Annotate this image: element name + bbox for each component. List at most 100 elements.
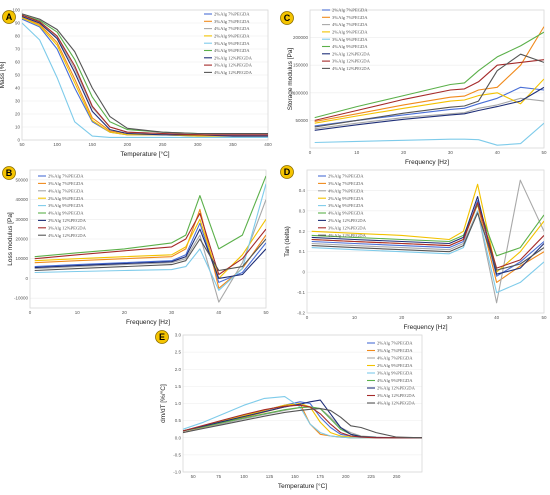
legend-entry: 2%Alg 7%PEGDA [332,8,368,13]
series-line-4-alg-12-pegda [314,53,544,128]
x-tick-label: 0 [306,315,309,320]
x-tick-label: 75 [216,474,222,479]
series-line-2-alg-7-pegda [314,86,544,127]
x-tick-label: 20 [122,310,128,315]
y-tick-label: 0.1 [299,249,306,254]
y-tick-label: 0.4 [299,188,306,193]
series-line-3-alg-12-pegda [22,14,268,136]
y-tick-label: 0 [302,270,305,275]
series-line-4-alg-12-pegda [311,212,544,271]
y-axis-label: Mass [%] [0,61,6,88]
y-tick-label: 100 [12,8,20,13]
y-tick-label: 2.0 [175,367,182,372]
y-tick-label: 100000 [293,90,309,95]
y-tick-label: 0.3 [299,208,306,213]
y-tick-label: 0 [25,276,28,281]
y-tick-label: -0.5 [173,452,181,457]
x-tick-label: 0 [29,310,32,315]
panel-badge: A [2,10,16,24]
x-tick-label: 50 [191,474,197,479]
legend-entry: 2%Alg 12%PEGDA [377,386,416,391]
legend-entry: 4%Alg 7%PEGDA [328,188,364,193]
legend-entry: 2%Alg 12%PEGDA [214,55,253,60]
y-tick-label: 200000 [293,35,309,40]
x-tick-label: 30 [447,315,453,320]
y-tick-label: 50 [15,73,21,78]
legend-entry: 3%Alg 7%PEGDA [214,19,250,24]
legend-entry: 3%Alg 7%PEGDA [328,181,364,186]
y-tick-label: 40000 [15,197,28,202]
series-line-3-alg-9-pegda [22,22,268,138]
x-tick-label: 50 [541,150,547,155]
legend-entry: 4%Alg 9%PEGDA [328,211,364,216]
badge-circle [2,166,16,180]
panel-badge: C [280,11,294,25]
y-tick-label: 80 [15,34,21,39]
x-tick-label: 20 [399,315,405,320]
legend-entry: 4%Alg 9%PEGDA [48,211,84,216]
x-tick-label: 125 [266,474,274,479]
panel-c: 0 10 20 30 40 50 50000 100000 150000 200000 Freque… [280,8,547,166]
y-tick-label: 70 [15,47,21,52]
legend-entry: 4%Alg 7%PEGDA [377,356,413,361]
x-axis-label: Frequency [Hz] [405,159,449,166]
x-tick-label: 100 [240,474,248,479]
y-tick-label: 10 [15,125,21,130]
legend-entry: 4%Alg 12%PEGDA [48,233,87,238]
y-tick-label: 30000 [15,217,28,222]
y-tick-label: 150000 [293,63,309,68]
legend-entry: 3%Alg 12%PEGDA [377,393,416,398]
x-tick-label: 10 [352,315,358,320]
legend-entry: 4%Alg 7%PEGDA [48,188,84,193]
badge-letter: A [6,12,13,22]
y-tick-label: 20000 [15,237,28,242]
series-line-2-alg-9-pegda [34,218,266,279]
x-tick-label: 250 [159,142,167,147]
x-axis-label: Temperature [°C] [278,482,327,490]
legend-entry: 4%Alg 12%PEGDA [328,233,367,238]
badge-letter: E [159,332,165,342]
series-line-2-alg-12-pegda [311,196,544,275]
y-tick-label: 50000 [15,177,28,182]
plot-frame [21,9,269,141]
y-tick-label: 2.5 [175,350,182,355]
x-tick-label: 400 [264,142,272,147]
y-tick-label: -0.2 [297,311,305,316]
legend-entry: 4%Alg 12%PEGDA [377,401,416,406]
legend-entry: 4%Alg 9%PEGDA [377,378,413,383]
y-tick-label: 10000 [15,256,28,261]
x-tick-label: 30 [448,150,454,155]
panel-badge: B [2,166,16,180]
y-tick-label: -10000 [14,296,29,301]
series-line-3-alg-12-pegda [311,202,544,269]
series-line-2-alg-12-pegda [314,86,544,131]
y-tick-label: 30 [15,99,21,104]
x-tick-label: 20 [401,150,407,155]
x-tick-label: 50 [263,310,269,315]
x-tick-label: 225 [367,474,375,479]
x-tick-label: 0 [309,150,312,155]
panel-badge: E [155,330,169,344]
legend-entry: 2%Alg 12%PEGDA [332,51,371,56]
legend-entry: 3%Alg 9%PEGDA [48,203,84,208]
x-axis-label: Temperature [°C] [120,150,169,158]
y-tick-label: 40 [15,86,21,91]
series-line-3-alg-7-pegda [314,26,544,123]
badge-circle [2,10,16,24]
series-line-4-alg-12-pegda [183,408,422,439]
legend-entry: 4%Alg 7%PEGDA [332,22,368,27]
series-line-2-alg-9-pegda [314,78,544,124]
x-tick-label: 200 [342,474,350,479]
series-line-2-alg-9-pegda [311,183,544,273]
series-line-3-alg-12-pegda [183,404,422,439]
x-tick-label: 40 [495,150,501,155]
x-tick-label: 50 [541,315,547,320]
series-line-4-alg-9-pegda [34,175,266,258]
legend-entry: 2%Alg 9%PEGDA [328,196,364,201]
panel-badge: D [280,165,294,179]
panel-d: 0 10 20 30 40 50 -0.2 -0.1 0 0.1 0.2 0.3 0.4 Frequenc… [280,165,547,331]
x-tick-label: 350 [229,142,237,147]
x-tick-label: 30 [169,310,175,315]
legend-entry: 2%Alg 7%PEGDA [48,174,84,179]
